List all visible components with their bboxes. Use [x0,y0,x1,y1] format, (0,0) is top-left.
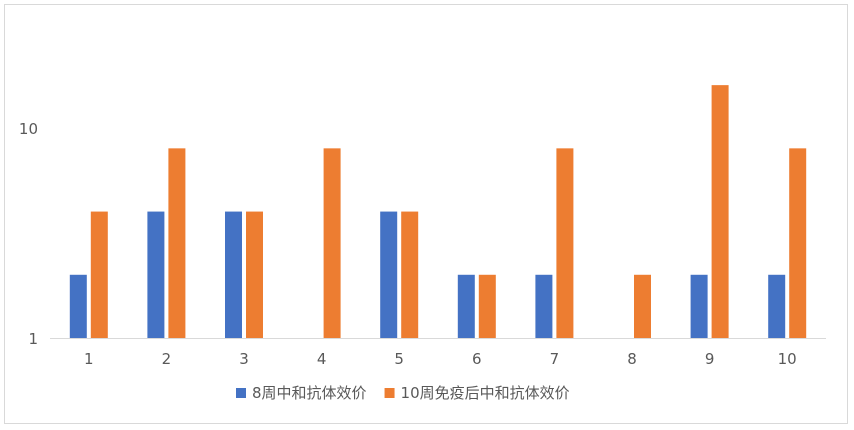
x-tick-label: 7 [550,350,560,368]
bar-series2-cat6 [478,274,496,338]
x-tick-label: 9 [705,350,715,368]
bar-series2-cat7 [556,148,574,338]
bar-series1-cat2 [147,211,165,338]
bar-series1-cat3 [225,211,242,338]
bar-series1-cat1 [69,274,87,338]
x-axis-ticks: 1 2 3 4 5 6 7 8 9 10 [84,350,797,368]
legend-swatch-2 [384,388,395,398]
legend-label-1: 8周中和抗体效价 [252,384,367,402]
bar-series1-cat5 [380,211,398,338]
x-tick-label: 4 [317,350,327,368]
bar-series2-cat1 [90,211,108,338]
bar-series2-cat8 [634,274,651,338]
y-tick-label: 10 [19,120,38,138]
legend-label-2: 10周免疫后中和抗体效价 [401,384,570,402]
bar-series2-cat3 [246,211,263,338]
bar-series2-cat5 [401,211,419,338]
bar-series2-cat2 [168,148,186,338]
chart-frame [4,4,848,424]
y-axis-ticks: 1 10 [19,120,38,348]
x-tick-label: 5 [394,350,404,368]
bar-series1-cat9 [690,274,708,338]
legend-swatch-1 [236,388,246,398]
bar-series2-cat9 [711,85,729,339]
y-tick-label: 1 [28,330,38,348]
legend: 8周中和抗体效价 10周免疫后中和抗体效价 [236,384,570,402]
x-tick-label: 8 [627,350,637,368]
x-tick-label: 1 [84,350,94,368]
bar-series2-cat4 [323,148,341,338]
bars [69,85,807,339]
bar-series1-cat7 [535,274,553,338]
x-tick-label: 6 [472,350,482,368]
bar-series1-cat10 [768,274,786,338]
x-tick-label: 3 [239,350,249,368]
bar-series1-cat6 [457,274,475,338]
x-tick-label: 10 [778,350,797,368]
x-tick-label: 2 [162,350,172,368]
bar-series2-cat10 [789,148,807,338]
